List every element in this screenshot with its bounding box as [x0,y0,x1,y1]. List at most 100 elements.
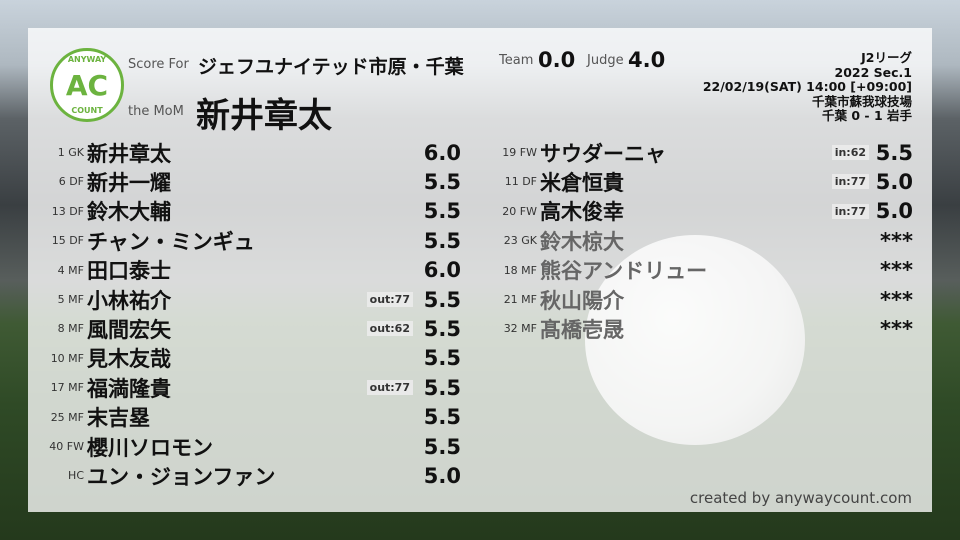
player-name: 秋山陽介 [540,288,624,313]
player-name: 田口泰士 [87,259,171,284]
player-name: ユン・ジョンファン [87,464,276,489]
sub-badge: out:77 [366,380,413,396]
player-rating: 5.5 [423,316,461,341]
team-name: ジェフユナイテッド市原・千葉 [198,56,464,78]
sub-badge: out:62 [366,321,413,337]
player-position: 25 MF [50,410,84,424]
player-rating: 5.0 [875,169,913,194]
logo-ring-bottom: COUNT [71,106,103,115]
player-row: 1 GK 新井章太 6.0 [0,138,960,167]
mom-label: the MoM [128,104,184,119]
player-rating: 5.5 [423,287,461,312]
logo-text: AC [65,68,109,102]
player-name: 見木友哉 [87,347,171,372]
player-name: 髙橋壱晟 [540,317,624,342]
player-rating: 5.5 [423,405,461,430]
player-position: 4 MF [57,263,84,277]
player-rating: 5.5 [423,346,461,371]
player-name: 風間宏矢 [87,317,171,342]
league: J2リーグ [861,50,912,65]
player-position: 13 DF [51,204,84,218]
judge-score: 4.0 [628,48,666,72]
player-name: 新井一耀 [87,170,171,195]
player-rating: 6.0 [423,258,461,283]
player-position: 21 MF [503,293,537,306]
player-name: サウダーニャ [540,141,666,166]
result: 千葉 0 - 1 岩手 [822,108,912,123]
player-position: 8 MF [57,322,84,336]
logo-ring-top: ANYWAY [67,55,107,64]
player-row: HC ユン・ジョンファン 5.0 [0,461,960,490]
team-score-label: Team [499,53,534,68]
rating-panel [28,28,932,512]
player-position: 10 MF [50,351,84,365]
player-rating: 5.0 [423,463,461,488]
player-row: 18 MF 熊谷アンドリュー *** [0,256,960,285]
player-position: 19 FW [502,146,537,159]
player-position: 18 MF [503,263,537,277]
sub-badge: in:62 [831,145,869,160]
player-name: 鈴木大輔 [87,200,171,225]
player-rating: *** [880,287,913,312]
player-rating: 5.5 [423,375,461,400]
player-position: 6 DF [58,175,84,189]
player-row: 8 MF 風間宏矢 out:62 5.5 [0,314,960,343]
credit: created by anywaycount.com [689,489,912,507]
player-name: 福満隆貴 [87,376,171,401]
player-name: 櫻川ソロモン [87,435,213,460]
datetime: 22/02/19(SAT) 14:00 [+09:00] [702,79,912,94]
player-name: 小林祐介 [87,288,171,313]
player-row: 20 FW 高木俊幸 in:77 5.0 [0,197,960,226]
player-name: 高木俊幸 [540,200,624,225]
player-row: 6 DF 新井一耀 5.5 [0,167,960,196]
venue: 千葉市蘇我球技場 [811,93,912,109]
player-name: 米倉恒貴 [540,170,624,195]
player-rating: *** [880,228,913,253]
player-row: 5 MF 小林祐介 out:77 5.5 [0,285,960,314]
player-row: 17 MF 福満隆貴 out:77 5.5 [0,373,960,402]
player-position: 20 FW [502,204,537,218]
player-rating: 5.5 [423,434,461,459]
mom-name: 新井章太 [196,96,332,136]
team-score: 0.0 [538,48,576,72]
player-row: 15 DF チャン・ミンギュ 5.5 [0,226,960,255]
player-rating: 5.5 [423,199,461,224]
player-position: 1 GK [57,146,84,159]
anywaycount-logo: ANYWAY AC COUNT [50,48,124,122]
player-row: 32 MF 髙橋壱晟 *** [0,314,960,343]
match-info: J2リーグ 2022 Sec.1 22/02/19(SAT) 14:00 [+0… [702,50,912,124]
player-position: 5 MF [57,293,84,306]
player-position: 32 MF [503,322,537,336]
season: 2022 Sec.1 [834,64,912,80]
player-row: 13 DF 鈴木大輔 5.5 [0,197,960,226]
player-name: 熊谷アンドリュー [540,259,708,284]
player-rating: 5.5 [423,228,461,253]
player-row: 23 GK 鈴木椋大 *** [0,226,960,255]
player-name: 鈴木椋大 [540,229,624,254]
player-name: チャン・ミンギュ [87,229,255,254]
player-name: 末吉塁 [87,406,150,431]
player-rating: 5.5 [423,169,461,194]
player-row: 21 MF 秋山陽介 *** [0,285,960,314]
player-position: 11 DF [504,175,537,189]
player-row: 25 MF 末吉塁 5.5 [0,403,960,432]
player-rating: 5.5 [875,140,913,165]
score-for-label: Score For [128,57,189,72]
player-row: 40 FW 櫻川ソロモン 5.5 [0,432,960,461]
sub-badge: out:77 [366,292,413,307]
player-position: 15 DF [51,234,84,248]
player-position: 23 GK [503,234,537,248]
player-position: HC [68,469,84,483]
player-position: 40 FW [49,440,84,453]
player-row: 10 MF 見木友哉 5.5 [0,344,960,373]
player-row: 19 FW サウダーニャ in:62 5.5 [0,138,960,167]
player-rating: *** [880,316,913,341]
player-name: 新井章太 [87,141,171,166]
judge-score-label: Judge [587,53,624,68]
sub-badge: in:77 [831,174,869,190]
player-row: 4 MF 田口泰士 6.0 [0,256,960,285]
player-position: 17 MF [50,381,84,395]
player-rating: 6.0 [423,140,461,165]
player-row: 11 DF 米倉恒貴 in:77 5.0 [0,167,960,196]
player-rating: 5.0 [875,199,913,224]
